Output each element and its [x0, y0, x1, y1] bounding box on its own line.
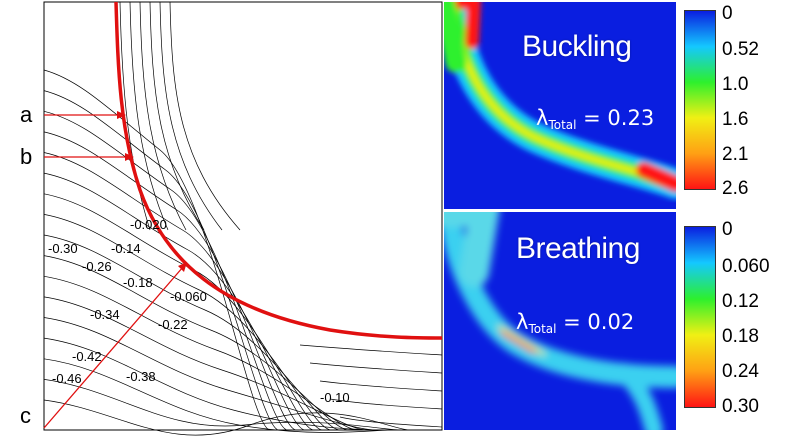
contour-label: -0.30 [48, 241, 78, 256]
arrow-a [44, 111, 126, 119]
contour-line [43, 69, 271, 431]
contour-line [43, 172, 314, 431]
contour-label: -0.38 [126, 369, 156, 384]
contour-plot: -0.020 -0.30 -0.14 -0.26 -0.18 -0.060 -0… [43, 1, 443, 436]
contour-label: -0.34 [90, 307, 120, 322]
breathing-colorbar [684, 226, 716, 408]
colorbar-tick: 0.52 [722, 39, 759, 60]
contour-lines [43, 1, 443, 436]
colorbar-tick: 1.0 [722, 74, 749, 95]
contour-line [129, 1, 169, 231]
contour-line [43, 379, 402, 431]
contour-label: -0.10 [320, 390, 350, 405]
contour-line [299, 344, 443, 356]
contour-line [43, 110, 288, 431]
colorbar-tick: 2.6 [722, 178, 749, 199]
contour-line [159, 1, 223, 231]
lambda-symbol: λ [516, 310, 529, 334]
buckling-lambda: λTotal = 0.23 [536, 106, 655, 132]
contour-line [329, 398, 443, 410]
contour-label: -0.42 [72, 349, 102, 364]
contour-line [43, 255, 349, 431]
point-label-b: b [20, 144, 33, 169]
contour-line [119, 1, 151, 231]
contour-label: -0.14 [111, 241, 141, 256]
colorbar-tick: 0.12 [722, 291, 759, 312]
buckling-field [444, 2, 676, 209]
point-label-a: a [20, 102, 33, 127]
colorbar-tick: 0.24 [722, 361, 759, 382]
colorbar-tick: 1.6 [722, 109, 749, 130]
lambda-subscript: Total [548, 118, 577, 132]
colorbar-tick: 0 [722, 3, 733, 24]
contour-line [43, 152, 306, 431]
contour-label: -0.020 [130, 217, 167, 232]
colorbar-tick: 0.18 [722, 326, 759, 347]
contour-line [43, 296, 367, 431]
breathing-map: Breathing λTotal = 0.02 [444, 212, 676, 430]
arrow-c [43, 262, 187, 429]
contour-label: -0.26 [82, 259, 112, 274]
contour-line [169, 1, 241, 231]
contour-frame [43, 1, 443, 431]
colorbar-tick: 0 [722, 219, 733, 240]
contour-line [339, 416, 443, 428]
buckling-title: Buckling [522, 30, 632, 63]
contour-line [43, 358, 393, 433]
contour-label: -0.22 [158, 317, 188, 332]
contour-line [43, 131, 297, 431]
contour-line [43, 234, 341, 431]
lambda-value: = 0.23 [583, 106, 655, 130]
colorbar-tick: 0.30 [722, 396, 759, 417]
contour-line [309, 362, 443, 374]
contour-line [139, 1, 187, 231]
contour-line [149, 1, 205, 231]
contour-line [43, 90, 279, 431]
contour-label: -0.060 [170, 289, 207, 304]
arrow-b [44, 153, 134, 161]
breathing-field [444, 212, 676, 430]
breathing-title: Breathing [516, 232, 640, 265]
lambda-subscript: Total [528, 322, 557, 336]
lambda-symbol: λ [536, 106, 549, 130]
buckling-colorbar [684, 10, 716, 190]
contour-line [319, 380, 443, 392]
colorbar-tick: 2.1 [722, 144, 749, 165]
lambda-value: = 0.02 [563, 310, 635, 334]
colorbar-tick: 0.060 [722, 256, 770, 277]
contour-label: -0.46 [52, 371, 82, 386]
contour-line [43, 337, 384, 431]
breathing-lambda: λTotal = 0.02 [516, 310, 635, 336]
point-label-c: c [20, 403, 31, 428]
interface-boundary [114, 1, 443, 340]
contour-label: -0.18 [123, 275, 153, 290]
buckling-map: Buckling λTotal = 0.23 [444, 2, 676, 209]
